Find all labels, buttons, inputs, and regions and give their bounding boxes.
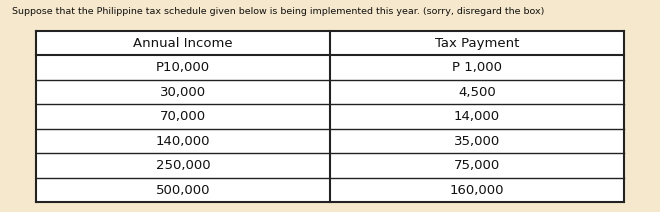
Text: 75,000: 75,000 [453, 159, 500, 172]
Text: 140,000: 140,000 [156, 135, 211, 148]
Text: 30,000: 30,000 [160, 86, 206, 99]
Text: 14,000: 14,000 [454, 110, 500, 123]
Text: 160,000: 160,000 [449, 184, 504, 197]
Text: 70,000: 70,000 [160, 110, 206, 123]
Text: P 1,000: P 1,000 [452, 61, 502, 74]
Text: 500,000: 500,000 [156, 184, 211, 197]
Text: P10,000: P10,000 [156, 61, 211, 74]
Text: 250,000: 250,000 [156, 159, 211, 172]
Text: Annual Income: Annual Income [133, 36, 233, 50]
Text: 35,000: 35,000 [453, 135, 500, 148]
Text: Suppose that the Philippine tax schedule given below is being implemented this y: Suppose that the Philippine tax schedule… [12, 7, 544, 16]
Text: Tax Payment: Tax Payment [435, 36, 519, 50]
Text: 4,500: 4,500 [458, 86, 496, 99]
